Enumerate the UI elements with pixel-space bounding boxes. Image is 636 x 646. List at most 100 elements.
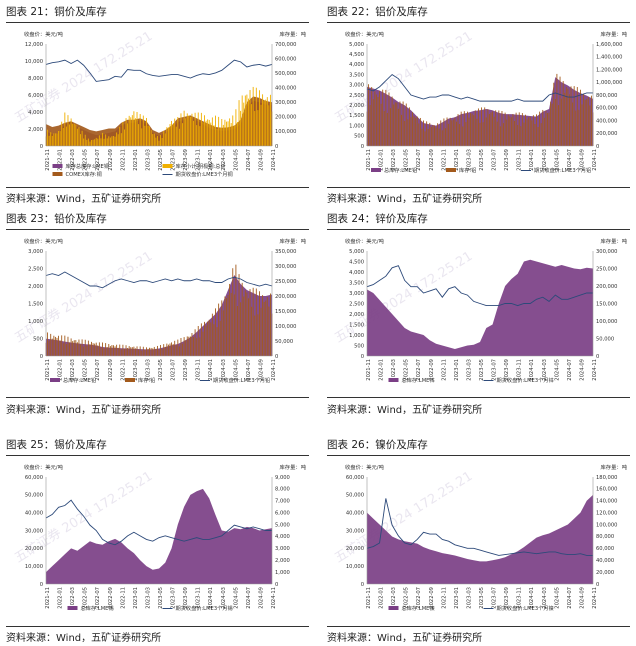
x-tick-label: 2022-11 bbox=[120, 587, 126, 609]
x-tick-label: 2023-05 bbox=[479, 587, 485, 609]
x-tick-label: 2024-01 bbox=[208, 149, 214, 171]
y-tick-label-left: 40,000 bbox=[346, 510, 364, 516]
chart-title: 图表 24：锌价及库存 bbox=[327, 213, 428, 225]
x-tick-label: 2024-05 bbox=[233, 359, 239, 381]
y-tick-label-right: 700,000 bbox=[275, 42, 296, 48]
legend-label: 总库存:LME锡 bbox=[81, 604, 114, 612]
title-rule bbox=[327, 22, 630, 23]
x-tick-label: 2022-03 bbox=[391, 359, 397, 381]
x-tick-label: 2022-01 bbox=[58, 587, 64, 609]
x-tick-label: 2024-01 bbox=[208, 587, 214, 609]
y-tick-label-right: 150,000 bbox=[275, 309, 296, 315]
x-tick-label: 2024-07 bbox=[246, 587, 252, 609]
x-tick-label: 2023-09 bbox=[504, 149, 510, 171]
x-tick-label: 2023-01 bbox=[454, 149, 460, 171]
y-tick-label-right: 9,000 bbox=[275, 475, 290, 481]
y-tick-label-left: 12,000 bbox=[25, 42, 43, 48]
source-note: 资料来源：Wind，五矿证券研究所 bbox=[6, 405, 162, 416]
y-tick-label-right: 160,000 bbox=[596, 487, 617, 493]
x-tick-label: 2024-07 bbox=[567, 587, 573, 609]
y-tick-label-left: 20,000 bbox=[346, 546, 364, 552]
legend-label: 总库存:LME锌 bbox=[402, 376, 435, 384]
y-tick-label-left: 60,000 bbox=[346, 475, 364, 481]
x-tick-label: 2024-07 bbox=[567, 359, 573, 381]
y-tick-label-left: 4,000 bbox=[349, 270, 364, 276]
legend: 总库存:LME铝 库存:铝 期货收盘价:LME3个月铝 bbox=[371, 166, 591, 174]
y-tick-label-right: 6,000 bbox=[275, 510, 290, 516]
x-tick-label: 2024-03 bbox=[221, 587, 227, 609]
series-line bbox=[366, 74, 593, 102]
x-tick-label: 2022-03 bbox=[70, 149, 76, 171]
x-tick-label: 2022-07 bbox=[95, 587, 101, 609]
series-area bbox=[46, 96, 272, 146]
y-tick-label-left: 10,000 bbox=[25, 59, 43, 65]
y-tick-label-right: 300,000 bbox=[596, 249, 617, 255]
right-axis-label: 库存量：吨 bbox=[280, 463, 307, 471]
x-tick-label: 2024-05 bbox=[554, 149, 560, 171]
x-tick-label: 2023-09 bbox=[183, 149, 189, 171]
series-line bbox=[45, 499, 272, 546]
x-tick-label: 2022-03 bbox=[70, 587, 76, 609]
x-tick-label: 2022-09 bbox=[429, 149, 435, 171]
y-tick-label-right: 80,000 bbox=[596, 534, 614, 540]
y-tick-label-left: 3,000 bbox=[28, 249, 43, 255]
x-tick-label: 2022-09 bbox=[429, 359, 435, 381]
y-tick-label-left: 8,000 bbox=[28, 76, 43, 82]
x-tick-label: 2023-09 bbox=[504, 587, 510, 609]
y-tick-label-right: 5,000 bbox=[275, 522, 290, 528]
y-tick-label-right: 1,000 bbox=[275, 570, 290, 576]
x-tick-label: 2023-09 bbox=[183, 587, 189, 609]
x-tick-label: 2023-07 bbox=[492, 359, 498, 381]
chart-title: 图表 22：铝价及库存 bbox=[327, 6, 428, 18]
x-tick-label: 2023-05 bbox=[158, 359, 164, 381]
x-tick-label: 2024-09 bbox=[579, 587, 585, 609]
x-tick-label: 2024-03 bbox=[542, 149, 548, 171]
y-tick-label-left: 2,000 bbox=[349, 312, 364, 318]
legend-swatch bbox=[125, 378, 135, 382]
x-tick-label: 2023-05 bbox=[158, 149, 164, 171]
x-tick-label: 2023-11 bbox=[517, 149, 523, 171]
legend-label: 库存总库存:LME铜 bbox=[66, 162, 110, 170]
y-tick-label-right: 0 bbox=[275, 354, 278, 360]
copper-chart: 收盘价：美元/吨 库存量：吨 0 2,000 4,000 6,000 8,000 10,000… bbox=[24, 30, 307, 178]
x-tick-label: 2021-11 bbox=[366, 587, 372, 609]
y-tick-label-left: 2,000 bbox=[28, 284, 43, 290]
y-tick-label-right: 100,000 bbox=[275, 129, 296, 135]
y-tick-label-right: 60,000 bbox=[596, 546, 614, 552]
legend-label: 总库存:LME铅 bbox=[63, 376, 96, 384]
aluminum-chart: 收盘价：美元/吨 库存量：吨 0 500 1,000 1,500 2,000 2,500 3,0… bbox=[345, 30, 628, 174]
x-tick-label: 2023-03 bbox=[145, 149, 151, 171]
x-tick-label: 2022-07 bbox=[95, 359, 101, 381]
y-tick-label-left: 4,000 bbox=[28, 110, 43, 116]
x-tick-label: 2023-03 bbox=[466, 587, 472, 609]
y-tick-label-right: 250,000 bbox=[275, 279, 296, 285]
x-tick-label: 2024-01 bbox=[529, 587, 535, 609]
x-tick-label: 2024-07 bbox=[567, 149, 573, 171]
panel-lead: 图表 23：铅价及库存 收盘价：美元/吨 库存量：吨 0 500 1,000 1,500 2… bbox=[6, 211, 309, 416]
x-tick-label: 2023-05 bbox=[158, 587, 164, 609]
y-tick-label-right: 140,000 bbox=[596, 499, 617, 505]
y-tick-label-right: 200,000 bbox=[596, 284, 617, 290]
y-tick-label-right: 0 bbox=[596, 354, 599, 360]
series-line bbox=[366, 498, 593, 556]
x-tick-label: 2023-01 bbox=[454, 587, 460, 609]
legend-swatch bbox=[162, 164, 173, 168]
right-axis-label: 库存量：吨 bbox=[601, 30, 628, 38]
legend-swatch bbox=[388, 606, 399, 610]
x-tick-label: 2021-11 bbox=[45, 359, 51, 381]
y-tick-label-right: 100,000 bbox=[596, 319, 617, 325]
y-tick-label-right: 250,000 bbox=[596, 266, 617, 272]
series-line bbox=[45, 271, 273, 289]
legend-label: 库存:铝 bbox=[459, 166, 476, 174]
y-tick-label-left: 1,500 bbox=[349, 113, 364, 119]
y-tick-label-left: 2,000 bbox=[349, 103, 364, 109]
source-note: 资料来源：Wind，五矿证券研究所 bbox=[327, 633, 483, 644]
panel-aluminum: 图表 22：铝价及库存 收盘价：美元/吨 库存量：吨 0 500 1,000 1,500 2… bbox=[327, 4, 630, 205]
y-tick-label-left: 1,500 bbox=[349, 322, 364, 328]
x-tick-label: 2022-11 bbox=[441, 359, 447, 381]
y-tick-label-right: 7,000 bbox=[275, 499, 290, 505]
y-tick-label-left: 5,000 bbox=[349, 249, 364, 255]
x-tick-label: 2023-01 bbox=[133, 359, 139, 381]
y-tick-label-left: 500 bbox=[354, 134, 364, 140]
x-tick-label: 2023-11 bbox=[196, 359, 202, 381]
